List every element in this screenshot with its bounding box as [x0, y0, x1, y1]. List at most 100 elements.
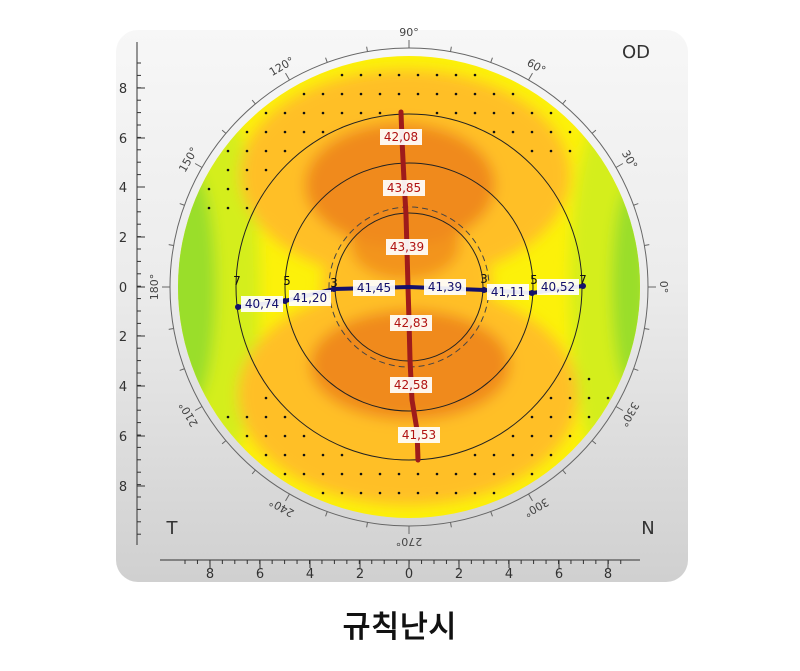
data-dot [283, 434, 287, 438]
angle-label: 150° [176, 145, 201, 174]
data-dot [245, 149, 249, 153]
keratometry-value: 41,20 [289, 290, 331, 306]
data-dot [454, 92, 458, 96]
degree-tick [633, 368, 639, 371]
y-tick-labels: 8 6 4 2 0 2 4 6 8 [119, 82, 127, 495]
data-dot [264, 149, 268, 153]
data-dot [568, 396, 572, 400]
keratometry-value: 41,45 [353, 280, 395, 296]
degree-tick [251, 99, 256, 105]
data-dot [511, 111, 515, 115]
degree-tick [221, 440, 227, 445]
value-label: 41,39 [428, 280, 462, 294]
data-dot [511, 472, 515, 476]
y-tick-label: 2 [119, 330, 127, 345]
x-tick-label: 4 [505, 567, 513, 582]
data-dot [340, 491, 344, 495]
degree-tick [528, 72, 533, 81]
value-label: 42,08 [384, 130, 418, 144]
value-label-bg [398, 427, 440, 443]
value-label-bg [390, 315, 432, 331]
data-dot [302, 434, 306, 438]
data-dot [530, 130, 534, 134]
degree-tick [450, 522, 452, 528]
data-dot [264, 453, 268, 457]
data-dot [511, 92, 515, 96]
data-dot [473, 472, 477, 476]
data-dot [473, 111, 477, 115]
degree-tick [285, 493, 290, 502]
vertical-keratometry-values: 42,08 43,85 43,39 42,83 42,58 41,53 [380, 129, 440, 443]
data-dot [264, 396, 268, 400]
zone-flattest-r [612, 187, 640, 387]
x-tick-label: 2 [455, 567, 463, 582]
data-dot [511, 453, 515, 457]
data-dot [378, 111, 382, 115]
data-dot [207, 187, 211, 191]
data-dot [264, 415, 268, 419]
data-dot [340, 73, 344, 77]
value-label: 40,52 [541, 280, 575, 294]
data-dot [568, 149, 572, 153]
degree-tick [179, 203, 185, 206]
keratometry-value: 40,74 [241, 296, 283, 312]
data-dot [587, 415, 591, 419]
degree-tick [591, 129, 597, 134]
data-dot [511, 434, 515, 438]
data-dot [378, 472, 382, 476]
degree-tick [644, 244, 650, 246]
degree-tick [366, 522, 368, 528]
degree-tick [633, 203, 639, 206]
data-dot [549, 434, 553, 438]
angle-label: 0° [657, 281, 670, 294]
data-dot [492, 92, 496, 96]
value-label: 42,83 [394, 316, 428, 330]
value-label: 40,74 [245, 297, 279, 311]
data-dot [245, 434, 249, 438]
degree-tick [615, 163, 624, 168]
angle-label: 60° [525, 56, 548, 77]
value-label-bg [537, 279, 579, 295]
data-dot [245, 130, 249, 134]
data-dot [549, 149, 553, 153]
data-dot [397, 472, 401, 476]
data-dot [492, 491, 496, 495]
zone-flattest-l [178, 167, 216, 407]
degree-tick [366, 46, 368, 52]
data-dot [549, 130, 553, 134]
degree-tick [490, 511, 493, 517]
x-tick-label: 6 [256, 567, 264, 582]
value-label: 43,85 [387, 181, 421, 195]
x-tick-label: 0 [405, 567, 413, 582]
data-dot [359, 111, 363, 115]
angle-label: 270° [396, 535, 423, 548]
keratometry-value: 41,53 [398, 427, 440, 443]
data-dot [340, 472, 344, 476]
data-dot [435, 111, 439, 115]
data-dot [340, 111, 344, 115]
data-dot [340, 92, 344, 96]
data-dot [283, 111, 287, 115]
data-dot [226, 206, 230, 210]
data-dot [587, 377, 591, 381]
data-dot [359, 92, 363, 96]
value-label: 42,58 [394, 378, 428, 392]
x-tick-label: 4 [306, 567, 314, 582]
data-dot [264, 168, 268, 172]
degree-tick [528, 493, 533, 502]
degree-tick [325, 57, 328, 63]
data-dot [530, 453, 534, 457]
x-tick-label: 8 [206, 567, 214, 582]
keratometry-value: 41,39 [424, 279, 466, 295]
data-dot [264, 434, 268, 438]
data-dot [226, 149, 230, 153]
meridian-point [282, 298, 288, 304]
data-dot [530, 149, 534, 153]
data-dot [302, 111, 306, 115]
data-dot [435, 73, 439, 77]
data-dot [283, 453, 287, 457]
degree-tick [168, 328, 174, 330]
meridian-point [235, 304, 241, 310]
data-dot [549, 415, 553, 419]
data-dot [321, 472, 325, 476]
